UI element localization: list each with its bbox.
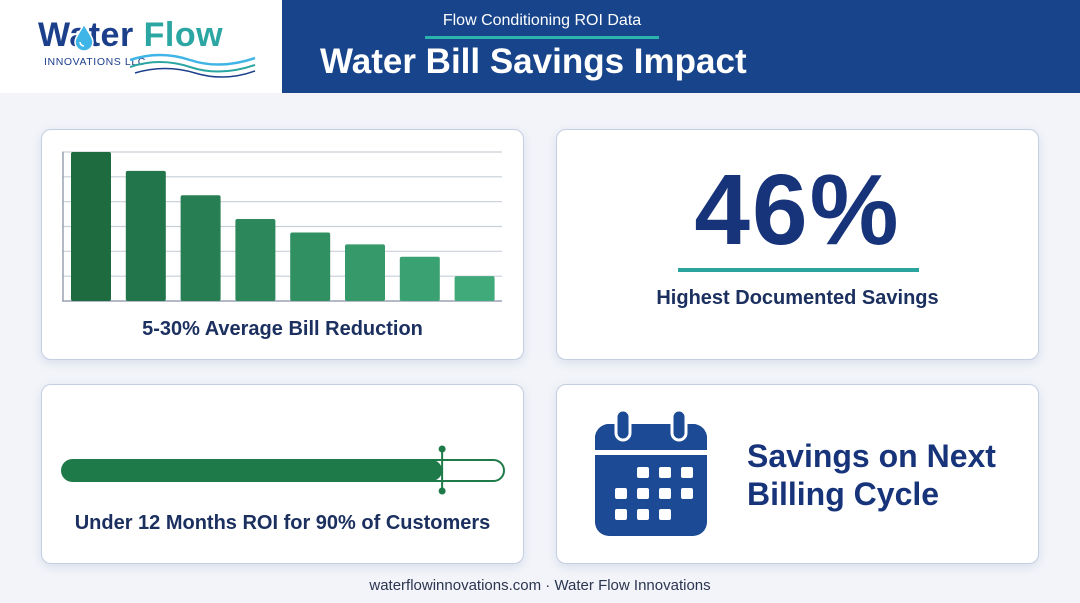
highest-savings-card: 46% Highest Documented Savings [556,129,1039,360]
billing-cycle-card: Savings on Next Billing Cycle [556,384,1039,564]
chart-bar-2 [125,170,166,301]
header-subtitle: Flow Conditioning ROI Data [442,12,642,29]
chart-bar-8 [454,276,495,301]
chart-bar-5 [290,232,331,301]
bill-reduction-bar-chart [62,151,502,302]
logo-subtitle: INNOVATIONS LLC [44,56,146,68]
chart-bar-1 [71,152,111,301]
water-drop-icon [74,22,94,52]
calendar-icon [595,410,707,536]
bill-reduction-caption: 5-30% Average Bill Reduction [142,318,423,340]
chart-bar-3 [180,195,221,301]
header-subtitle-underline [425,36,659,39]
chart-bar-6 [345,244,385,301]
billing-cycle-text: Savings on Next Billing Cycle [747,438,996,513]
logo-wordmark: Water Flow [38,16,223,55]
roi-marker-top-dot [438,445,446,453]
highest-savings-caption: Highest Documented Savings [656,287,939,309]
header-band: Flow Conditioning ROI Data Water Bill Sa… [282,0,1080,93]
roi-card: Under 12 Months ROI for 90% of Customers [41,384,524,564]
chart-bar-4 [235,219,276,301]
roi-progress-fill [62,460,443,481]
highest-savings-value: 46% [694,154,901,266]
stat-underline [678,268,919,272]
page-title: Water Bill Savings Impact [320,42,747,81]
roi-caption: Under 12 Months ROI for 90% of Customers [74,512,491,534]
logo-word-flow: Flow [143,16,224,54]
footer: waterflowinnovations.com · Water Flow In… [369,577,711,594]
logo: Water Flow INNOVATIONS LLC [0,0,282,93]
roi-marker-bottom-dot [438,487,446,495]
chart-bar-7 [399,256,440,301]
bill-reduction-card: 5-30% Average Bill Reduction [41,129,524,360]
wave-icon [130,53,256,78]
roi-progress-bar [61,445,505,495]
